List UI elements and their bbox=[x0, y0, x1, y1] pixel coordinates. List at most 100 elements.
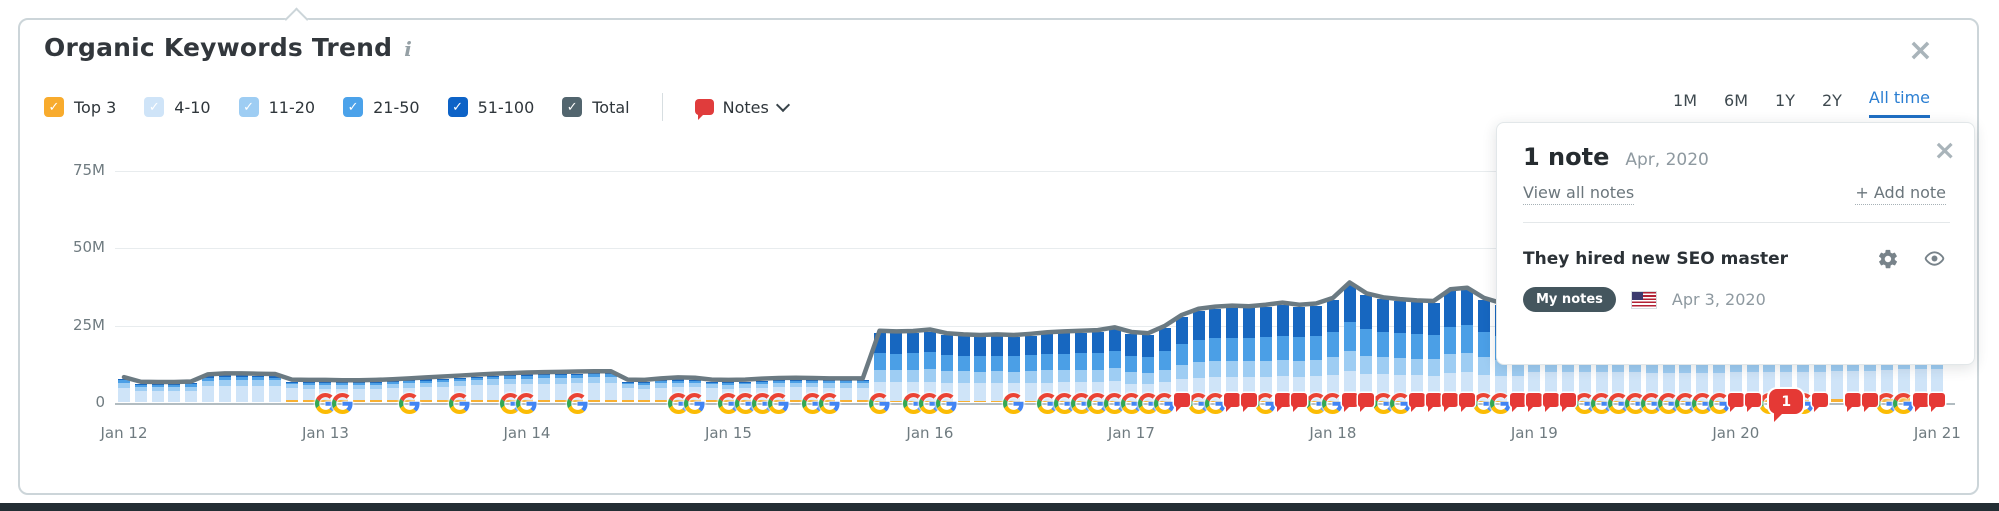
bar-month[interactable] bbox=[1024, 335, 1037, 402]
info-icon[interactable]: i bbox=[404, 37, 412, 61]
legend-checkbox[interactable]: ✓ bbox=[238, 97, 259, 117]
bar-month[interactable] bbox=[923, 331, 936, 402]
google-update-icon[interactable] bbox=[1691, 393, 1713, 414]
eye-icon[interactable] bbox=[1923, 247, 1946, 270]
google-update-icon[interactable] bbox=[1305, 393, 1327, 414]
bar-month[interactable] bbox=[588, 373, 601, 402]
bar-month[interactable] bbox=[1209, 308, 1222, 402]
note-marker-icon[interactable] bbox=[1408, 393, 1425, 412]
view-all-notes-link[interactable]: View all notes bbox=[1523, 183, 1635, 205]
bar-month[interactable] bbox=[940, 335, 953, 402]
bar-month[interactable] bbox=[487, 375, 500, 402]
note-marker-icon[interactable] bbox=[1442, 393, 1459, 412]
bar-month[interactable] bbox=[991, 336, 1004, 402]
bar-month[interactable] bbox=[1326, 299, 1339, 402]
bar-month[interactable] bbox=[1041, 334, 1054, 402]
google-update-icon[interactable] bbox=[1658, 393, 1679, 414]
bar-month[interactable] bbox=[1058, 333, 1071, 402]
add-note-link[interactable]: + Add note bbox=[1855, 183, 1946, 205]
bar-month[interactable] bbox=[1276, 304, 1289, 402]
bar-month[interactable] bbox=[235, 375, 248, 402]
bar-month[interactable] bbox=[1142, 335, 1155, 402]
bar-month[interactable] bbox=[638, 381, 651, 402]
note-marker-icon[interactable] bbox=[1240, 393, 1257, 412]
google-update-icon[interactable] bbox=[1087, 393, 1108, 414]
card-close-icon[interactable]: × bbox=[1907, 33, 1933, 68]
bar-month[interactable] bbox=[705, 381, 718, 402]
bar-month[interactable] bbox=[470, 376, 483, 402]
note-marker-icon[interactable] bbox=[1173, 393, 1190, 412]
google-update-icon[interactable] bbox=[1053, 393, 1075, 414]
bar-month[interactable] bbox=[1293, 306, 1306, 402]
google-update-icon[interactable] bbox=[1893, 393, 1914, 414]
note-marker-icon[interactable] bbox=[1224, 393, 1241, 412]
google-update-icon[interactable] bbox=[667, 393, 689, 414]
legend-checkbox[interactable]: ✓ bbox=[447, 97, 468, 117]
note-marker-icon[interactable] bbox=[1862, 393, 1879, 412]
bar-month[interactable] bbox=[1242, 308, 1255, 402]
bar-month[interactable] bbox=[1158, 327, 1171, 402]
bar-month[interactable] bbox=[1343, 284, 1356, 402]
bar-month[interactable] bbox=[1226, 307, 1239, 402]
bar-month[interactable] bbox=[1125, 333, 1138, 402]
note-marker-icon[interactable] bbox=[1811, 393, 1828, 412]
bar-month[interactable] bbox=[839, 380, 852, 402]
bar-month[interactable] bbox=[856, 380, 869, 402]
bar-month[interactable] bbox=[252, 375, 265, 402]
bar-month[interactable] bbox=[118, 379, 130, 402]
bar-month[interactable] bbox=[1427, 303, 1440, 402]
range-tab-all-time[interactable]: All time bbox=[1868, 88, 1930, 118]
bar-month[interactable] bbox=[621, 381, 634, 402]
note-marker-icon[interactable] bbox=[1459, 393, 1476, 412]
bar-month[interactable] bbox=[269, 376, 282, 402]
bar-month[interactable] bbox=[1360, 295, 1373, 402]
bar-month[interactable] bbox=[437, 378, 449, 402]
bar-month[interactable] bbox=[168, 384, 181, 402]
google-update-icon[interactable] bbox=[1154, 393, 1176, 414]
bar-month[interactable] bbox=[655, 380, 668, 402]
bar-month[interactable] bbox=[604, 373, 617, 402]
bar-month[interactable] bbox=[185, 383, 198, 402]
bar-month[interactable] bbox=[1444, 291, 1457, 402]
bar-month[interactable] bbox=[1310, 305, 1323, 402]
google-update-icon[interactable] bbox=[1322, 393, 1343, 414]
google-update-icon[interactable] bbox=[1708, 393, 1730, 414]
google-update-icon[interactable] bbox=[869, 393, 890, 414]
bar-month[interactable] bbox=[201, 376, 214, 402]
note-marker-icon[interactable] bbox=[1929, 393, 1946, 412]
bar-month[interactable] bbox=[285, 381, 298, 402]
bar-month[interactable] bbox=[1075, 332, 1088, 402]
bar-month[interactable] bbox=[1394, 301, 1407, 402]
google-update-icon[interactable] bbox=[801, 393, 823, 414]
range-tab-1m[interactable]: 1M bbox=[1673, 91, 1698, 110]
note-marker-icon[interactable] bbox=[1425, 393, 1442, 412]
note-marker-icon[interactable] bbox=[1559, 393, 1576, 412]
bar-month[interactable] bbox=[789, 379, 802, 402]
bar-month[interactable] bbox=[386, 381, 399, 402]
note-marker-icon[interactable] bbox=[1341, 393, 1358, 412]
google-update-icon[interactable] bbox=[1036, 393, 1058, 414]
legend-checkbox[interactable]: ✓ bbox=[144, 97, 165, 117]
google-update-icon[interactable] bbox=[449, 393, 470, 414]
bar-month[interactable] bbox=[1108, 329, 1121, 402]
google-update-icon[interactable] bbox=[566, 393, 588, 414]
bar-month[interactable] bbox=[151, 384, 164, 402]
bar-month[interactable] bbox=[302, 381, 315, 402]
bar-month[interactable] bbox=[974, 337, 987, 402]
bar-month[interactable] bbox=[1192, 310, 1205, 402]
gear-icon[interactable] bbox=[1877, 248, 1899, 270]
google-update-icon[interactable] bbox=[902, 393, 924, 414]
range-tab-6m[interactable]: 6M bbox=[1724, 91, 1749, 110]
note-marker-icon[interactable] bbox=[1727, 393, 1744, 412]
bar-month[interactable] bbox=[1175, 316, 1188, 402]
google-update-icon[interactable] bbox=[818, 393, 840, 414]
bar-month[interactable] bbox=[353, 382, 366, 402]
bar-month[interactable] bbox=[218, 375, 231, 402]
bar-month[interactable] bbox=[1259, 306, 1272, 402]
bar-month[interactable] bbox=[957, 336, 970, 402]
note-marker-icon[interactable] bbox=[1274, 393, 1291, 412]
range-tab-1y[interactable]: 1Y bbox=[1775, 91, 1795, 110]
google-update-icon[interactable] bbox=[314, 393, 336, 414]
bar-month[interactable] bbox=[1410, 302, 1423, 402]
note-marker-icon[interactable] bbox=[1912, 393, 1929, 412]
